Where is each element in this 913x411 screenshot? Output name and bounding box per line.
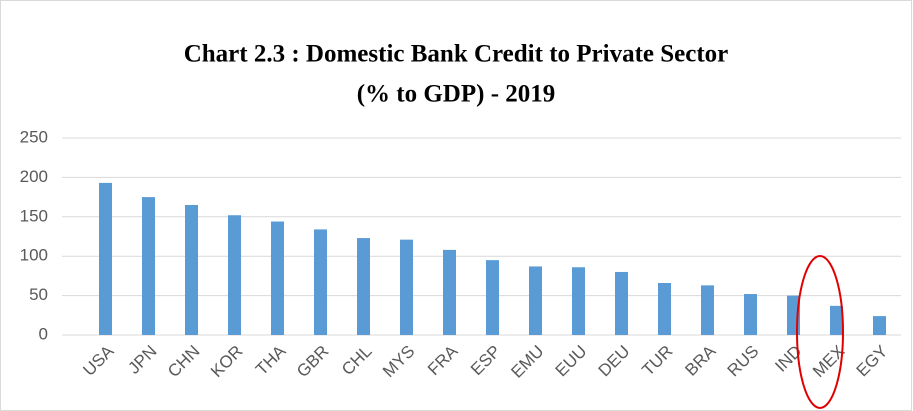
bar [873,316,886,335]
y-tick-label: 200 [20,167,48,186]
chart-title: Chart 2.3 : Domestic Bank Credit to Priv… [184,41,729,68]
bar [830,305,843,335]
chart-title: (% to GDP) - 2019 [357,81,556,108]
bar [744,294,757,335]
bar [615,271,628,335]
bar [486,260,499,335]
highlight-ellipse [796,255,844,409]
bar [357,238,370,335]
bar [185,204,198,335]
y-tick-label: 0 [39,324,48,343]
y-tick-label: 50 [29,285,48,304]
bar [228,215,241,335]
bar [271,221,284,335]
y-tick-label: 150 [20,206,48,225]
bar [400,239,413,335]
bar [529,266,542,335]
bar [701,285,714,335]
bar [99,182,112,335]
bar [658,282,671,335]
y-tick-label: 100 [20,246,48,265]
bar [314,229,327,335]
bar [572,267,585,335]
bar [142,197,155,335]
bar [443,249,456,335]
y-tick-label: 250 [20,127,48,146]
